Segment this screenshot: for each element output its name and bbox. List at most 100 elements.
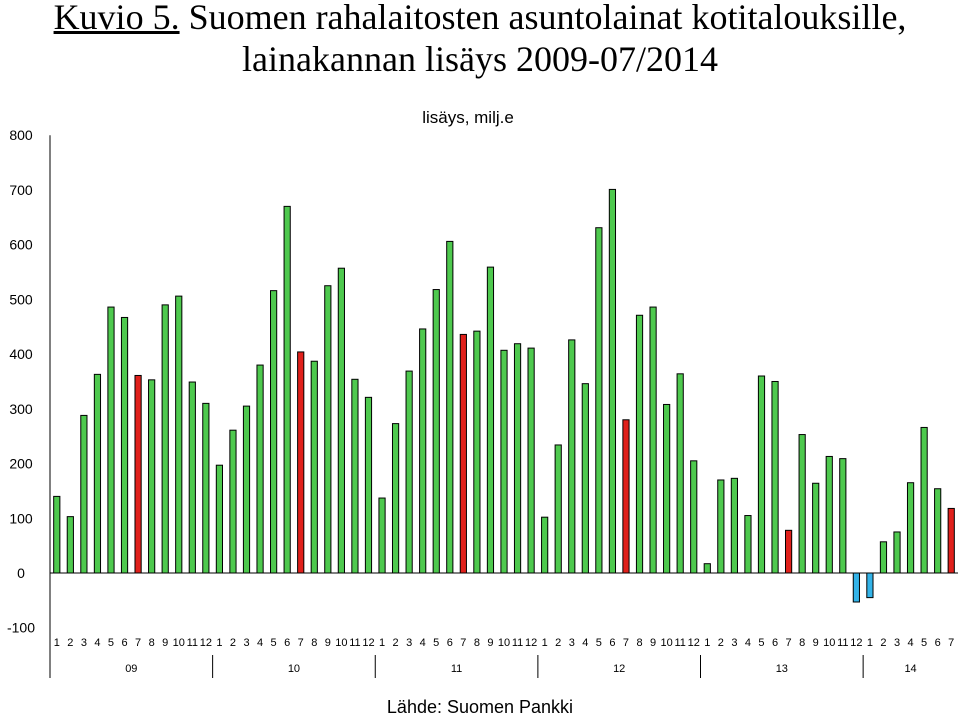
bar [663, 403, 671, 574]
bar [80, 414, 88, 574]
month-label: 9 [650, 637, 656, 649]
bar [771, 380, 779, 574]
y-axis-label: lisäys, milj.e [422, 108, 514, 127]
month-label: 3 [81, 637, 87, 649]
y-tick-label: 200 [9, 456, 33, 472]
month-label: 12 [688, 637, 700, 649]
bar [608, 188, 617, 574]
bar [391, 423, 400, 574]
source-note: Lähde: Suomen Pankki [386, 697, 574, 717]
year-label: 11 [451, 663, 462, 675]
y-tick-label: 700 [9, 182, 33, 198]
month-label: 5 [921, 637, 927, 649]
month-label: 8 [149, 637, 155, 649]
bar [486, 266, 495, 574]
month-label: 9 [487, 637, 493, 649]
bar [297, 351, 305, 574]
month-label: 11 [674, 637, 685, 649]
month-label: 5 [433, 637, 439, 649]
month-label: 12 [362, 637, 374, 649]
bar [378, 497, 386, 574]
bar [473, 330, 481, 574]
month-label: 5 [596, 637, 602, 649]
bar [161, 304, 169, 574]
month-label: 10 [335, 637, 347, 649]
y-tick-label: -100 [7, 620, 35, 636]
month-label: 7 [298, 637, 304, 649]
bar [581, 383, 589, 574]
bar [906, 482, 915, 574]
month-label: 6 [772, 637, 778, 649]
bar [622, 419, 630, 574]
bar [256, 364, 264, 574]
month-label: 3 [243, 637, 249, 649]
bar [66, 516, 74, 574]
y-tick-label: 400 [9, 346, 33, 362]
month-label: 8 [474, 637, 480, 649]
bar [649, 306, 657, 574]
bar [107, 306, 115, 574]
bar [541, 516, 549, 574]
bar [879, 541, 888, 574]
bar [53, 495, 61, 574]
bar [134, 374, 142, 574]
month-label: 3 [569, 637, 575, 649]
month-label: 3 [406, 637, 412, 649]
month-label: 6 [121, 637, 127, 649]
bar [215, 464, 224, 574]
month-label: 12 [850, 637, 862, 649]
month-label: 1 [216, 637, 222, 649]
bar [717, 479, 725, 574]
month-label: 6 [447, 637, 453, 649]
bar [825, 455, 833, 574]
month-label: 10 [661, 637, 673, 649]
month-label: 11 [837, 637, 848, 649]
month-label: 6 [935, 637, 941, 649]
bar [676, 373, 684, 574]
month-label: 2 [393, 637, 399, 649]
month-label: 4 [908, 637, 914, 649]
bar [920, 426, 928, 574]
bar [419, 328, 427, 574]
month-label: 2 [718, 637, 724, 649]
bar [934, 488, 942, 574]
bar [283, 205, 291, 574]
bar [120, 316, 129, 574]
month-label: 10 [823, 637, 835, 649]
y-tick-label: 300 [9, 401, 33, 417]
bar [93, 373, 102, 574]
bar [947, 507, 955, 574]
bar [324, 285, 332, 574]
month-label: 9 [813, 637, 819, 649]
month-label: 1 [867, 637, 873, 649]
month-label: 7 [786, 637, 792, 649]
bar [229, 429, 237, 574]
month-label: 2 [230, 637, 236, 649]
month-label: 7 [948, 637, 954, 649]
month-label: 8 [799, 637, 805, 649]
month-label: 8 [636, 637, 642, 649]
bar [866, 572, 874, 599]
y-tick-label: 500 [9, 291, 33, 307]
year-label: 13 [776, 663, 788, 675]
month-label: 12 [200, 637, 212, 649]
bar [595, 227, 603, 574]
chart-title-line2: lainakannan lisäys 2009-07/2014 [242, 39, 718, 79]
bar [500, 349, 508, 574]
month-label: 6 [284, 637, 290, 649]
month-label: 4 [94, 637, 100, 649]
bar [703, 563, 711, 574]
bar [554, 444, 562, 574]
month-label: 4 [745, 637, 751, 649]
bar [568, 339, 576, 574]
month-label: 1 [704, 637, 710, 649]
month-label: 9 [162, 637, 168, 649]
bar [242, 405, 251, 574]
month-label: 3 [894, 637, 900, 649]
year-label: 12 [613, 663, 625, 675]
month-label: 4 [420, 637, 426, 649]
bar [405, 370, 413, 574]
bar [757, 375, 766, 574]
bar [148, 379, 156, 574]
